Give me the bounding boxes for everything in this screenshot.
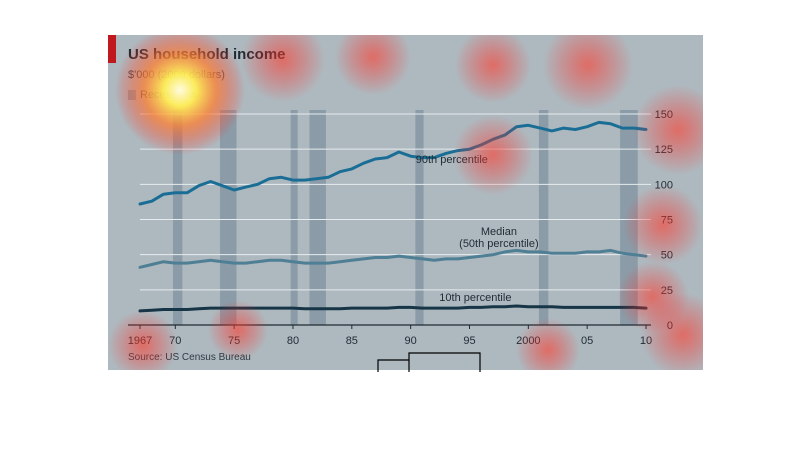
x-tick-label: 10 bbox=[640, 335, 652, 347]
y-tick-label: 150 bbox=[655, 109, 673, 121]
recession-swatch bbox=[128, 90, 136, 100]
source-note: Source: US Census Bureau bbox=[128, 352, 251, 363]
recession-legend-label: Recessions bbox=[140, 89, 197, 101]
series-label: Median bbox=[481, 226, 517, 238]
x-tick-label: 70 bbox=[169, 335, 181, 347]
bracket-box bbox=[377, 352, 481, 372]
series-line bbox=[138, 120, 648, 206]
x-tick-label: 95 bbox=[463, 335, 475, 347]
chart-subtitle: $'000 (2009 dollars) bbox=[128, 69, 225, 81]
x-tick-label: 1967 bbox=[128, 335, 152, 347]
recession-band bbox=[309, 110, 326, 325]
series-label: 90th percentile bbox=[416, 154, 488, 166]
x-tick-label: 90 bbox=[405, 335, 417, 347]
recession-band bbox=[415, 110, 424, 325]
recession-band bbox=[620, 110, 638, 325]
plot-area: 0 25 50 75 100 125 150 1967 70 75 80 85 90 95 2000 05 10… bbox=[128, 109, 673, 347]
y-tick-label: 25 bbox=[661, 285, 673, 297]
x-tick-label: 75 bbox=[228, 335, 240, 347]
x-tick-label: 80 bbox=[287, 335, 299, 347]
recession-band bbox=[290, 110, 298, 325]
y-tick-label: 50 bbox=[661, 250, 673, 262]
y-tick-label: 0 bbox=[667, 320, 673, 332]
x-tick-label: 05 bbox=[581, 335, 593, 347]
series-label: (50th percentile) bbox=[459, 238, 539, 250]
brand-tab bbox=[108, 35, 116, 63]
chart-title: US household income bbox=[128, 46, 286, 63]
x-tick-label: 85 bbox=[346, 335, 358, 347]
chart-panel: 0 25 50 75 100 125 150 1967 70 75 80 85 90 95 2000 05 10… bbox=[108, 35, 703, 370]
recession-band bbox=[538, 110, 549, 325]
y-tick-label: 75 bbox=[661, 215, 673, 227]
series-line bbox=[138, 248, 648, 269]
y-tick-label: 100 bbox=[655, 179, 673, 191]
recession-band bbox=[172, 110, 183, 325]
series-label: 10th percentile bbox=[439, 292, 511, 304]
recession-legend: Recessions bbox=[128, 89, 197, 101]
recession-band bbox=[220, 110, 237, 325]
x-tick-label: 2000 bbox=[516, 335, 540, 347]
series-line bbox=[138, 304, 648, 313]
y-tick-label: 125 bbox=[655, 144, 673, 156]
